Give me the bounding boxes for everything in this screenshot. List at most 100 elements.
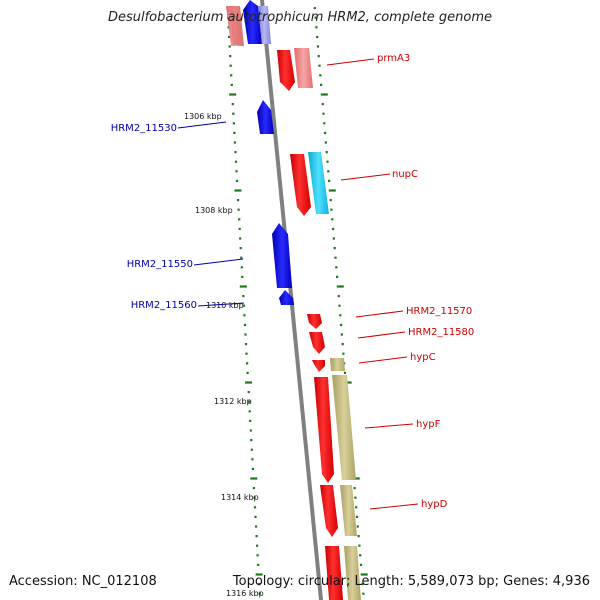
minor-tick xyxy=(227,26,230,29)
minor-tick xyxy=(249,419,252,422)
minor-tick xyxy=(231,103,234,106)
minor-tick xyxy=(335,266,338,269)
minor-tick xyxy=(343,371,347,374)
minor-tick xyxy=(247,391,250,394)
minor-tick xyxy=(239,237,242,240)
minor-tick xyxy=(318,64,321,67)
minor-tick xyxy=(341,343,344,346)
minor-tick xyxy=(251,458,254,461)
gene-label-hrm2-11560[interactable]: HRM2_11560 xyxy=(131,300,197,311)
minor-tick xyxy=(324,141,327,144)
minor-tick xyxy=(332,227,335,230)
gene-arrow-hypc[interactable] xyxy=(312,360,325,372)
leader-hypc xyxy=(358,356,408,364)
major-tick xyxy=(255,573,263,576)
minor-tick xyxy=(242,304,245,307)
minor-tick xyxy=(232,122,235,125)
major-tick xyxy=(234,189,242,192)
leader-hypd xyxy=(369,503,419,510)
minor-tick xyxy=(316,35,319,38)
minor-tick xyxy=(229,55,232,58)
minor-tick xyxy=(237,199,240,202)
gene-label-hypc[interactable]: hypC xyxy=(410,352,436,363)
minor-tick xyxy=(238,218,241,221)
gene-arrow-hrm2-11550[interactable] xyxy=(272,223,292,288)
gene-arrow-hypf[interactable] xyxy=(314,377,334,483)
gene-arrow-nupc[interactable] xyxy=(290,154,311,216)
minor-tick xyxy=(246,362,249,365)
gene-arrow-nupc-pair[interactable] xyxy=(308,152,329,214)
gene-label-hrm2-11530[interactable]: HRM2_11530 xyxy=(111,123,177,134)
gene-arrow-top-left-dark[interactable] xyxy=(230,6,243,45)
gene-arrow-hrm2-11560[interactable] xyxy=(279,290,294,305)
minor-tick xyxy=(317,55,320,58)
minor-tick xyxy=(244,333,247,336)
minor-tick xyxy=(356,525,359,528)
minor-tick xyxy=(256,544,259,547)
scale-ticks xyxy=(226,7,368,595)
minor-tick xyxy=(342,352,345,355)
major-tick xyxy=(360,573,368,576)
minor-tick xyxy=(359,563,363,566)
scale-labels: 1306 kbp 1308 kbp 1310 kbp 1312 kbp 1314… xyxy=(184,112,264,598)
minor-tick xyxy=(362,592,365,595)
gene-arrow-hrm2-11580[interactable] xyxy=(309,332,325,354)
forward-strand-genes xyxy=(277,48,361,600)
minor-tick xyxy=(331,218,334,221)
gene-arrow-hypd[interactable] xyxy=(320,485,338,537)
gene-arrow-top-blue-light[interactable] xyxy=(258,6,271,44)
minor-tick xyxy=(240,256,243,259)
gene-arrow-hypd-pair[interactable] xyxy=(340,485,357,536)
gene-label-hrm2-11550[interactable]: HRM2_11550 xyxy=(127,259,193,270)
minor-tick xyxy=(258,583,261,586)
minor-tick xyxy=(241,275,244,278)
minor-tick xyxy=(234,160,238,163)
minor-tick xyxy=(254,515,257,518)
gene-arrow-bottom-red[interactable] xyxy=(325,546,343,600)
gene-arrow-top-blue[interactable] xyxy=(243,0,262,44)
minor-tick xyxy=(244,343,248,346)
gene-arrow-prma3-pair[interactable] xyxy=(294,48,313,88)
major-tick xyxy=(344,381,352,384)
minor-tick xyxy=(320,83,323,86)
minor-tick xyxy=(229,64,232,67)
minor-tick xyxy=(233,141,236,144)
gene-label-nupc[interactable]: nupC xyxy=(392,169,418,180)
major-tick xyxy=(245,381,252,384)
gene-arrow-hrm2-11570[interactable] xyxy=(307,314,322,329)
minor-tick xyxy=(243,323,247,326)
scale-label-1312: 1312 kbp xyxy=(214,397,252,406)
minor-tick xyxy=(359,554,362,557)
genome-title: Desulfobacterium autotrophicum HRM2, com… xyxy=(107,10,493,25)
minor-tick xyxy=(336,275,339,278)
accession-text: Accession: NC_012108 xyxy=(9,574,157,589)
minor-tick xyxy=(237,208,240,211)
minor-tick xyxy=(353,487,356,490)
gene-label-hrm2-11570[interactable]: HRM2_11570 xyxy=(406,306,472,317)
minor-tick xyxy=(324,131,327,134)
gene-arrow-hrm2-11530[interactable] xyxy=(257,100,274,134)
gene-labels: prmA3 HRM2_11530 nupC HRM2_11550 HRM2_11… xyxy=(111,53,475,510)
gene-label-hypf[interactable]: hypF xyxy=(416,419,441,430)
minor-tick xyxy=(249,429,252,432)
gene-arrow-hypf-pair[interactable] xyxy=(332,375,356,480)
gene-label-hypd[interactable]: hypD xyxy=(421,499,448,510)
gene-label-hrm2-11580[interactable]: HRM2_11580 xyxy=(408,327,474,338)
leader-hypf xyxy=(364,423,414,429)
major-tick xyxy=(336,285,344,288)
minor-tick xyxy=(240,266,243,269)
minor-tick xyxy=(255,525,258,528)
minor-tick xyxy=(313,7,316,10)
scale-label-1310: 1310 kbp xyxy=(206,301,244,310)
minor-tick xyxy=(246,371,249,374)
minor-tick xyxy=(228,35,231,38)
gene-arrow-hypc-pair[interactable] xyxy=(330,358,345,371)
gene-label-prma3[interactable]: prmA3 xyxy=(377,53,410,64)
minor-tick xyxy=(361,583,364,586)
gene-arrow-bottom-khaki[interactable] xyxy=(344,546,361,600)
gene-arrow-prma3[interactable] xyxy=(277,50,295,91)
minor-tick xyxy=(332,237,335,240)
minor-tick xyxy=(230,74,233,77)
minor-tick xyxy=(315,26,318,29)
